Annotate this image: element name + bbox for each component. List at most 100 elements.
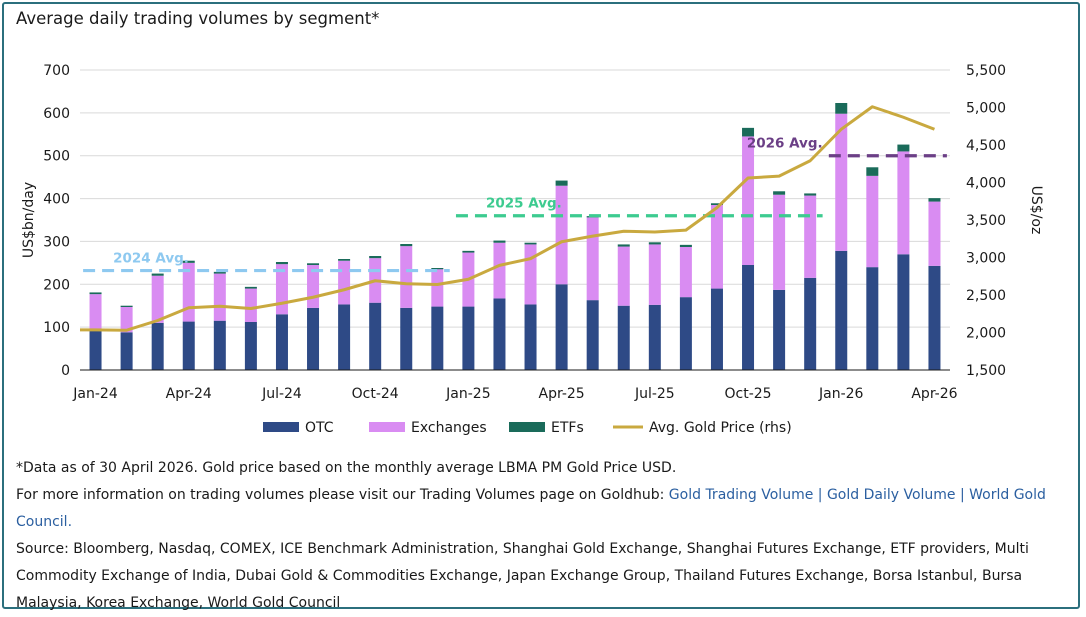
y-tick-label: 200 [43,277,70,293]
bar-exchanges [710,205,723,289]
bar-etfs [369,256,382,259]
average-label: 2026 Avg. [747,136,823,152]
bar-etfs [617,244,630,247]
average-lines: 2024 Avg. 2025 Avg. 2026 Avg. [83,136,947,273]
y-axis-label: US$bn/day [21,182,37,258]
bar-otc [275,314,288,370]
bar-otc [493,298,506,370]
bar-otc [897,254,910,370]
bar-otc [835,250,848,370]
y2-axis-label: US$/oz [1028,186,1044,235]
bar-exchanges [400,246,413,308]
bar-etfs [710,203,723,205]
bar-exchanges [89,294,102,331]
bar-exchanges [804,195,817,278]
data-note: *Data as of 30 April 2026. Gold price ba… [16,460,677,476]
bar-otc [773,289,786,370]
y-tick-label: 400 [43,192,70,208]
bar-etfs [679,244,692,247]
bar-exchanges [524,244,537,305]
bar-etfs [648,242,661,245]
bar-otc [742,265,755,370]
bar-exchanges [835,113,848,251]
bar-etfs [244,286,257,289]
y-tick-label: 300 [43,234,70,250]
bar-otc [213,320,226,370]
chart: 2024 Avg. 2025 Avg. 2026 Avg. 0 100 200 300 40… [21,63,1044,436]
bar-otc [431,306,444,370]
legend-label: Avg. Gold Price (rhs) [649,420,792,436]
y-tick-label: 0 [61,363,70,379]
average-label: 2024 Avg. [113,251,189,267]
y-tick-label: 600 [43,106,70,122]
y2-tick-label: 4,000 [966,176,1006,192]
x-tick-label: Jan-25 [445,386,490,402]
bar-otc [710,288,723,370]
bar-etfs [307,263,320,265]
legend-swatch [509,422,545,432]
x-tick-label: Apr-24 [166,386,212,402]
bar-exchanges [586,217,599,301]
bar-exchanges [773,194,786,290]
y2-tick-label: 4,500 [966,138,1006,154]
bar-exchanges [897,151,910,255]
bar-exchanges [120,307,133,333]
bar-exchanges [617,246,630,306]
average-label: 2025 Avg. [486,196,562,212]
bar-exchanges [648,244,661,305]
x-tick-label: Jan-26 [818,386,864,402]
bar-etfs [338,259,351,261]
axes: 0 100 200 300 400 500 600 700 1,500 2,000 2,500 3,0… [21,63,1044,402]
gridlines [80,69,950,371]
legend-swatch [263,422,299,432]
y2-tick-label: 2,500 [966,288,1006,304]
bar-otc [555,284,568,370]
bar-otc [866,267,879,370]
y-tick-label: 700 [43,63,70,79]
bar-otc [89,330,102,370]
bar-exchanges [244,288,257,322]
legend: OTC Exchanges ETFs Avg. Gold Price (rhs) [263,420,792,436]
x-tick-label: Apr-26 [911,386,957,402]
bar-otc [151,322,164,370]
bar-otc [120,332,133,370]
bar-exchanges [679,247,692,298]
bar-etfs [182,260,195,263]
bar-exchanges [493,242,506,299]
bar-etfs [213,271,226,274]
bar-exchanges [928,201,941,266]
bar-otc [804,277,817,370]
bar-etfs [928,198,941,202]
bar-etfs [804,193,817,196]
bars [89,103,941,370]
bar-exchanges [742,136,755,265]
gold-price-line [80,105,936,332]
bar-otc [648,304,661,370]
legend-swatch [369,422,405,432]
chart-title: Average daily trading volumes by segment… [16,9,380,28]
source-note: Source: Bloomberg, Nasdaq, COMEX, ICE Be… [16,541,1029,611]
y2-tick-label: 5,000 [966,101,1006,117]
bar-otc [462,306,475,370]
bar-otc [338,304,351,370]
bar-etfs [742,127,755,137]
bar-exchanges [338,260,351,305]
bar-etfs [400,244,413,247]
more-info-text: For more information on trading volumes … [16,487,669,503]
footnotes: *Data as of 30 April 2026. Gold price ba… [16,455,1066,617]
bar-etfs [120,305,133,307]
bar-otc [586,300,599,370]
bar-otc [679,297,692,370]
x-tick-label: Oct-24 [352,386,399,402]
gold-price-series [80,105,936,332]
bar-otc [244,322,257,370]
bar-otc [524,304,537,370]
legend-label: Exchanges [411,420,487,436]
x-tick-label: Jul-24 [261,386,302,402]
bar-etfs [462,250,475,253]
x-tick-label: Jul-25 [634,386,675,402]
bar-otc [617,305,630,370]
x-tick-label: Apr-25 [539,386,585,402]
y2-tick-label: 3,500 [966,213,1006,229]
goldhub-link[interactable]: Gold Trading Volume | Gold Daily Volume … [16,487,1046,530]
